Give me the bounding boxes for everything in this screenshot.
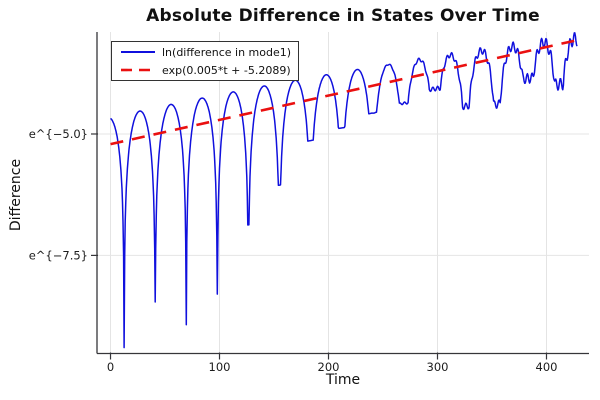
series-exp-fit-line [110,38,580,146]
x-tick-label: 300 [427,360,449,374]
legend-label-ln-difference: ln(difference in mode1) [162,45,292,59]
x-tick-label: 400 [536,360,558,374]
x-tick-label: 100 [209,360,231,374]
x-tick-label: 200 [318,360,340,374]
legend-item-ln-difference: ln(difference in mode1) [118,44,291,61]
x-tick-label: 0 [107,360,114,374]
legend-label-exp-fit: exp(0.005*t + -5.2089) [162,63,291,77]
plot-title: Absolute Difference in States Over Time [146,6,540,26]
legend: ln(difference in mode1) exp(0.005*t + -5… [111,41,300,81]
x-axis-label: Time [325,372,361,388]
y-tick-label: e^{−7.5} [29,248,88,262]
y-axis-label: Difference [8,158,24,232]
legend-dashed-line-icon [121,68,155,72]
series-ln-difference-line [110,32,578,349]
legend-solid-line-icon [121,51,155,53]
y-tick-label: e^{−5.0} [29,127,88,141]
legend-item-exp-fit: exp(0.005*t + -5.2089) [118,62,291,79]
